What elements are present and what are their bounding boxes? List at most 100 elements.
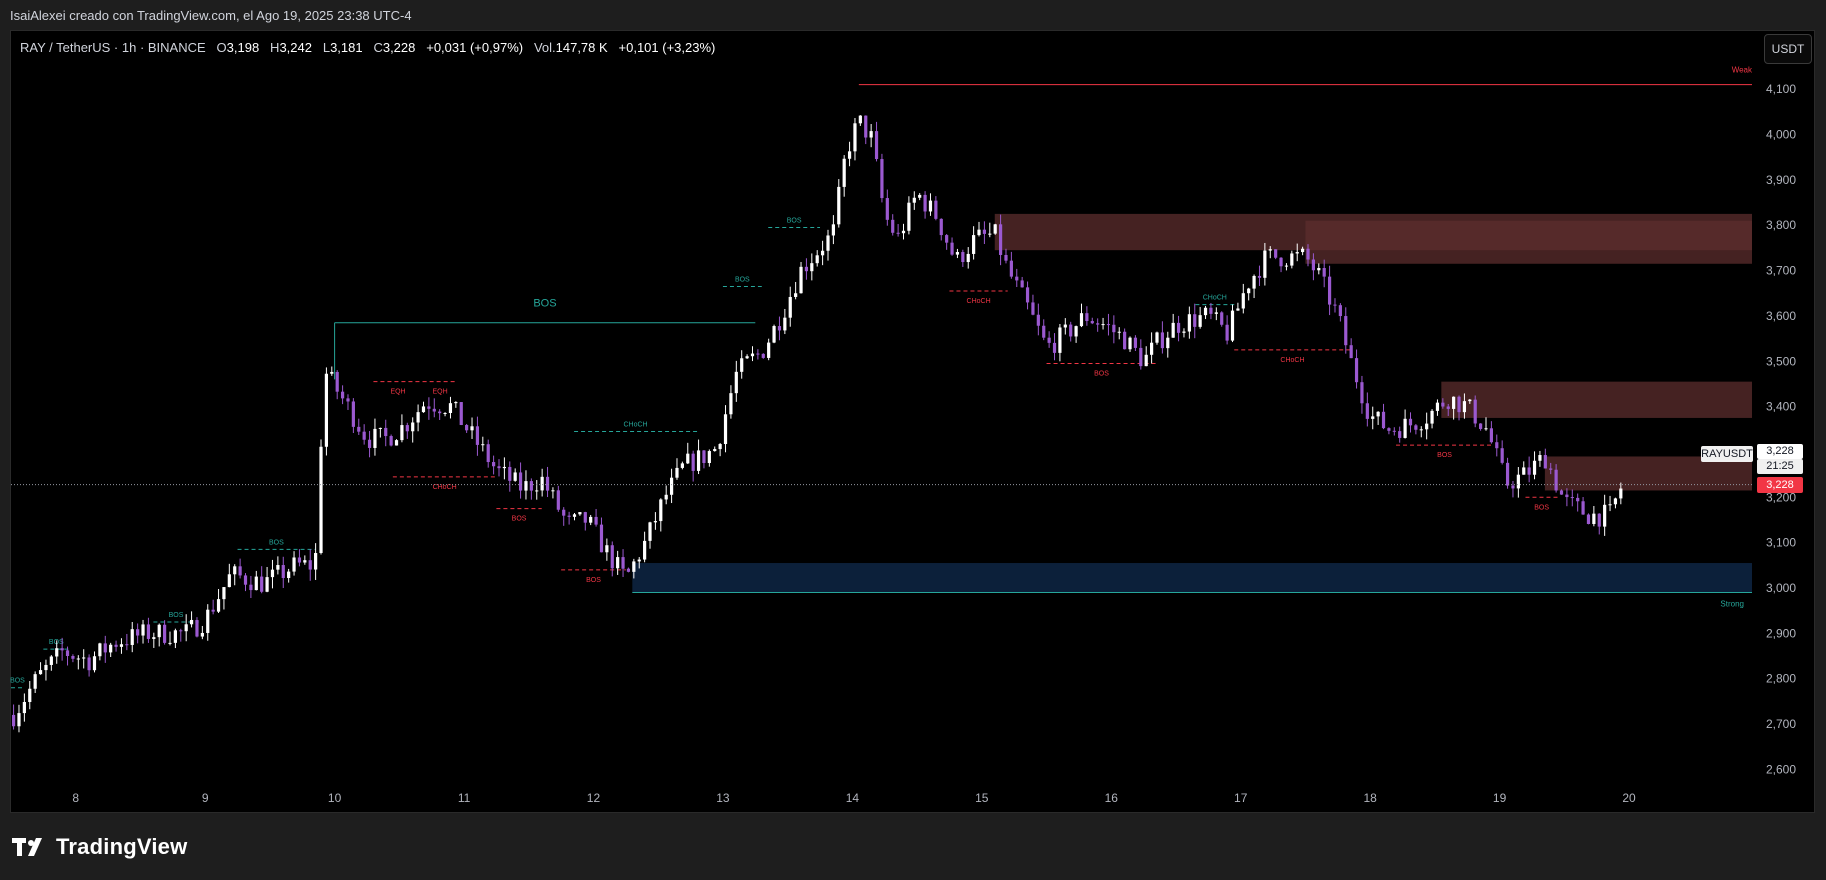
candle-body (454, 402, 458, 404)
candle-body (486, 444, 490, 463)
candle-body (545, 476, 550, 491)
candle-body (1527, 467, 1531, 475)
strong-low-label: Strong (1720, 599, 1744, 608)
candle-body (1214, 312, 1218, 314)
candle-body (988, 233, 992, 235)
candle-body (1408, 418, 1413, 426)
candle-body (529, 481, 533, 491)
x-tick-label: 17 (1234, 791, 1248, 805)
y-tick-label: 3,200 (1766, 490, 1796, 504)
candle-body (189, 619, 194, 625)
candle-body (497, 466, 501, 469)
candle-body (1252, 275, 1256, 289)
candle-body (858, 115, 862, 124)
candle-body (184, 624, 188, 632)
structure-label: BOS (586, 577, 601, 584)
candle-body (1360, 382, 1364, 404)
candle-body (707, 451, 711, 464)
candle-body (804, 266, 809, 272)
candle-body (1371, 416, 1375, 419)
candle-body (998, 224, 1003, 255)
candle-body (691, 453, 695, 471)
candle-body (648, 522, 652, 541)
candle-body (1500, 448, 1504, 463)
candle-body (157, 624, 161, 638)
candle-body (114, 644, 118, 647)
candle-body (265, 577, 269, 592)
candle-body (340, 391, 345, 399)
candle-body (1322, 268, 1326, 277)
candle-body (907, 202, 911, 231)
candle-body (772, 326, 776, 343)
candle-body (788, 296, 792, 318)
currency-button[interactable]: USDT (1764, 34, 1812, 64)
candle-body (1101, 324, 1105, 326)
candle-body (1009, 260, 1013, 277)
candle-body (821, 250, 825, 256)
candle-body (1074, 326, 1078, 337)
candle-body (238, 566, 242, 576)
candle-body (475, 426, 480, 445)
candle-body (470, 426, 474, 431)
candle-body (826, 235, 830, 251)
candle-body (928, 200, 933, 212)
candle-body (1338, 305, 1342, 317)
x-tick-label: 8 (72, 791, 79, 805)
candle-body (1452, 396, 1456, 409)
candle-body (254, 576, 258, 591)
candle-body (1198, 315, 1202, 327)
candle-body (1085, 313, 1089, 322)
chart-caption: IsaiAlexei creado con TradingView.com, e… (10, 8, 412, 23)
candle-body (1608, 504, 1612, 506)
candle-body (1586, 514, 1591, 524)
chart-panel[interactable] (10, 30, 1815, 813)
x-tick-label: 18 (1363, 791, 1377, 805)
candle-body (578, 512, 582, 515)
candle-body (1538, 455, 1542, 461)
tradingview-logo[interactable]: TradingView (12, 834, 187, 860)
candle-body (1398, 431, 1402, 438)
candle-body (912, 197, 916, 203)
candle-body (1058, 327, 1062, 353)
candle-body (1274, 249, 1278, 258)
structure-label: CHoCH (623, 422, 647, 429)
candle-body (1004, 254, 1008, 261)
candle-body (589, 516, 593, 523)
symbol-price-tag: RAYUSDT (1701, 446, 1753, 462)
candle-body (1403, 418, 1407, 438)
candle-body (993, 224, 997, 234)
candle-body (1327, 276, 1332, 305)
candle-body (71, 655, 75, 659)
candle-body (885, 198, 889, 220)
candle-body (594, 516, 598, 525)
candle-body (1279, 257, 1283, 267)
candle-body (206, 609, 210, 633)
candle-body (1365, 403, 1369, 419)
last-price-tag: 3,228 (1757, 477, 1803, 493)
candle-body (853, 123, 857, 152)
legend-close: 3,228 (382, 40, 416, 55)
candle-body (583, 512, 587, 523)
candle-body (1522, 467, 1526, 475)
y-tick-label: 4,000 (1766, 128, 1796, 142)
candle-body (1435, 402, 1440, 411)
candle-body (815, 255, 819, 264)
candle-body (1247, 288, 1251, 294)
candle-body (982, 229, 987, 234)
candle-body (465, 425, 469, 431)
x-tick-label: 13 (716, 791, 730, 805)
structure-label: BOS (533, 298, 556, 310)
candle-body (109, 644, 113, 653)
candle-body (330, 371, 334, 374)
candle-body (1613, 498, 1618, 505)
candle-body (621, 557, 625, 569)
candle-body (1236, 308, 1240, 311)
candle-body (362, 431, 366, 440)
candle-body (669, 477, 674, 495)
candle-body (1554, 469, 1558, 491)
candle-body (1241, 293, 1245, 309)
candle-body (1559, 490, 1564, 495)
candle-body (535, 490, 539, 492)
candle-body (626, 568, 631, 572)
